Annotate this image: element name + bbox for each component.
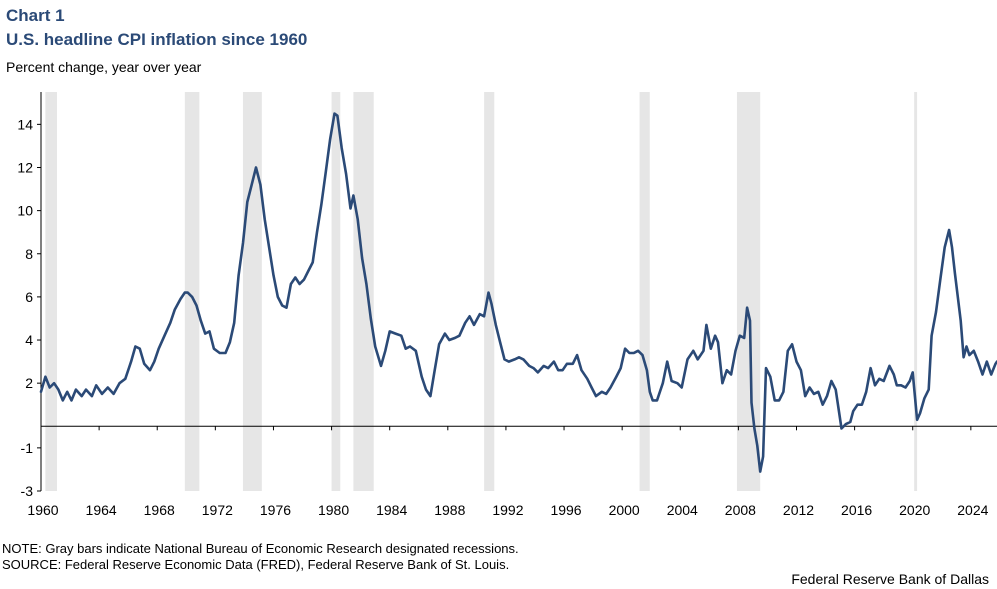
y-tick-label: 4 (25, 332, 33, 348)
x-tick-label: 1996 (550, 502, 581, 518)
chart-subtitle: Percent change, year over year (6, 59, 202, 75)
recession-bar (353, 92, 374, 491)
y-tick-label: 10 (17, 203, 33, 219)
x-tick-label: 2024 (957, 502, 988, 518)
recession-bar (45, 92, 57, 491)
chart-axes (37, 92, 997, 492)
x-tick-label: 2020 (899, 502, 930, 518)
recession-bar (736, 92, 761, 491)
x-tick-label: 2008 (725, 502, 756, 518)
x-tick-label: 1988 (434, 502, 465, 518)
x-tick-label: 1968 (144, 502, 175, 518)
x-tick-label: 1992 (492, 502, 523, 518)
recession-bar (242, 92, 262, 491)
x-tick-label: 2004 (667, 502, 698, 518)
cpi-series (39, 112, 997, 473)
chart-note: NOTE: Gray bars indicate National Bureau… (2, 541, 519, 556)
tick-labels: -3 -1 2 4 6 8 10 12 14 1960 1964 1968 1972 1976 1980 19… (17, 116, 988, 518)
chart-label: Chart 1 (6, 6, 65, 25)
y-tick-label: 6 (25, 289, 33, 305)
y-tick-label: 14 (17, 116, 33, 132)
recession-bar (484, 92, 495, 491)
chart-title: U.S. headline CPI inflation since 1960 (6, 30, 308, 49)
x-tick-label: 2000 (609, 502, 640, 518)
y-tick-label: -1 (21, 440, 34, 456)
x-tick-label: 1984 (376, 502, 407, 518)
x-tick-label: 1964 (86, 502, 117, 518)
x-tick-label: 1972 (202, 502, 233, 518)
recession-bars (45, 92, 918, 491)
x-tick-label: 1980 (318, 502, 349, 518)
y-tick-label: -3 (21, 483, 34, 499)
x-tick-label: 2016 (841, 502, 872, 518)
y-tick-label: 12 (17, 159, 33, 175)
x-tick-label: 1976 (260, 502, 291, 518)
recession-bar (331, 92, 341, 491)
x-tick-label: 2012 (783, 502, 814, 518)
y-tick-label: 2 (25, 375, 33, 391)
recession-bar (914, 92, 918, 491)
chart-credit: Federal Reserve Bank of Dallas (791, 571, 989, 587)
chart-source: SOURCE: Federal Reserve Economic Data (F… (2, 557, 510, 572)
recession-bar (184, 92, 200, 491)
x-tick-label: 1960 (27, 502, 58, 518)
recession-bar (639, 92, 650, 491)
y-tick-label: 8 (25, 246, 33, 262)
cpi-inflation-line (39, 112, 997, 473)
